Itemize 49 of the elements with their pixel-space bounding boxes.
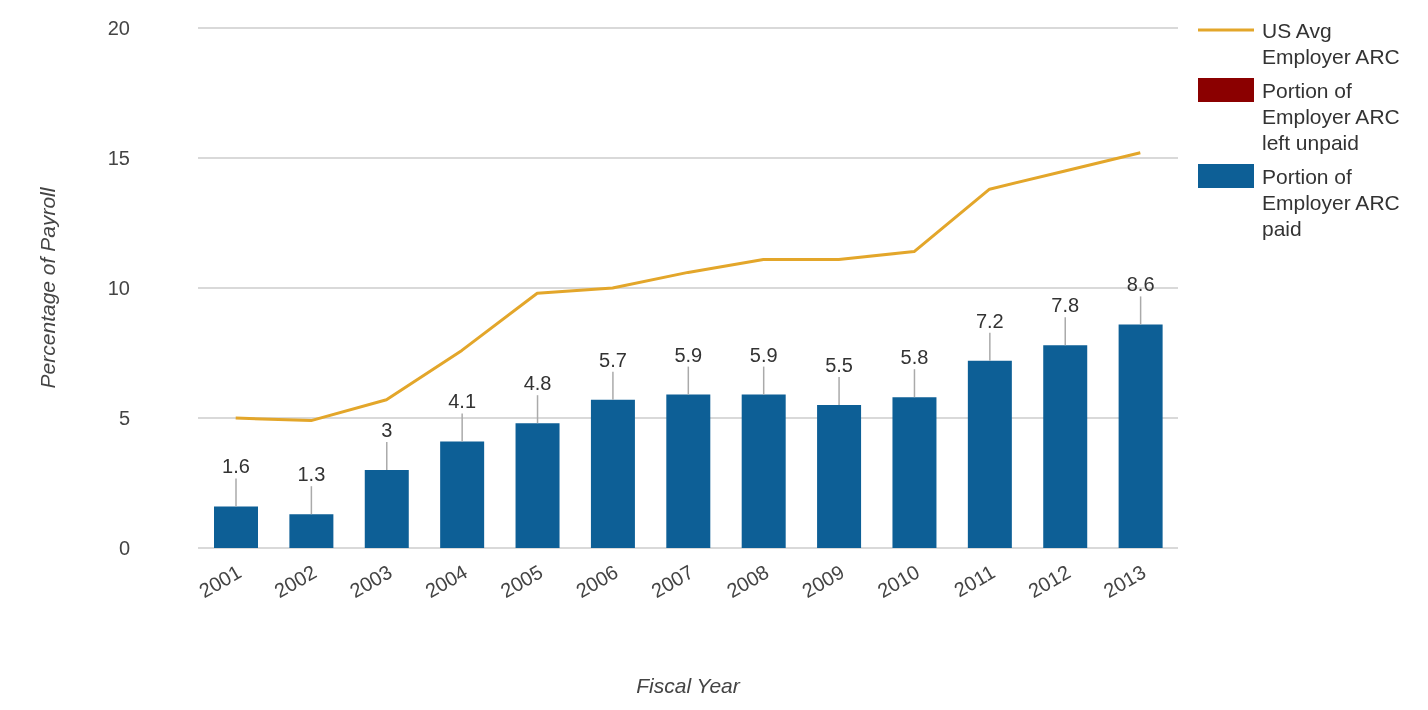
x-tick-label: 2005 — [496, 560, 547, 603]
legend-label: US Avg Employer ARC — [1262, 18, 1401, 70]
data-label: 5.5 — [825, 354, 853, 376]
y-tick-label: 10 — [107, 277, 130, 300]
data-label: 4.8 — [523, 372, 552, 395]
legend-label: Portion of Employer ARC left unpaid — [1262, 78, 1401, 156]
x-tick-label: 2010 — [873, 560, 924, 603]
bar — [590, 399, 635, 548]
data-label: 4.1 — [448, 390, 477, 413]
x-tick-label: 2008 — [722, 560, 773, 603]
bar — [1043, 345, 1088, 548]
bar — [967, 360, 1012, 548]
bar — [440, 441, 485, 548]
bar — [289, 514, 334, 548]
x-tick-label: 2001 — [195, 560, 245, 603]
y-tick-label: 20 — [107, 17, 130, 40]
x-tick-label: 2012 — [1024, 560, 1075, 603]
y-axis-title: Percentage of Payroll — [36, 186, 60, 389]
x-tick-label: 2003 — [346, 560, 396, 603]
data-label: 5.8 — [900, 346, 929, 369]
x-tick-label: 2006 — [572, 560, 622, 603]
data-label: 7.8 — [1051, 294, 1080, 317]
bar — [741, 394, 786, 548]
bar — [364, 470, 409, 548]
x-tick-label: 2013 — [1099, 560, 1150, 603]
x-tick-label: 2009 — [798, 560, 848, 603]
bar — [892, 397, 937, 548]
data-label: 5.7 — [599, 348, 627, 371]
data-label: 3 — [381, 419, 393, 441]
data-label: 1.3 — [297, 463, 326, 486]
data-label: 5.9 — [749, 343, 778, 366]
data-label: 1.6 — [222, 455, 250, 478]
x-tick-label: 2002 — [270, 560, 321, 603]
bar — [666, 394, 711, 548]
x-tick-label: 2011 — [950, 560, 999, 602]
x-tick-label: 2004 — [421, 560, 471, 603]
data-label: 7.2 — [975, 309, 1004, 332]
y-tick-label: 15 — [107, 147, 130, 170]
legend-label: Portion of Employer ARC paid — [1262, 164, 1401, 242]
bar — [817, 405, 862, 548]
bar — [1118, 324, 1163, 548]
y-tick-label: 0 — [118, 537, 130, 560]
x-axis-title: Fiscal Year — [636, 673, 741, 697]
bar — [515, 423, 560, 548]
data-label: 5.9 — [674, 343, 703, 366]
data-label: 8.6 — [1126, 273, 1155, 296]
y-tick-label: 5 — [118, 407, 130, 430]
x-tick-label: 2007 — [647, 560, 698, 603]
bar — [214, 506, 258, 548]
